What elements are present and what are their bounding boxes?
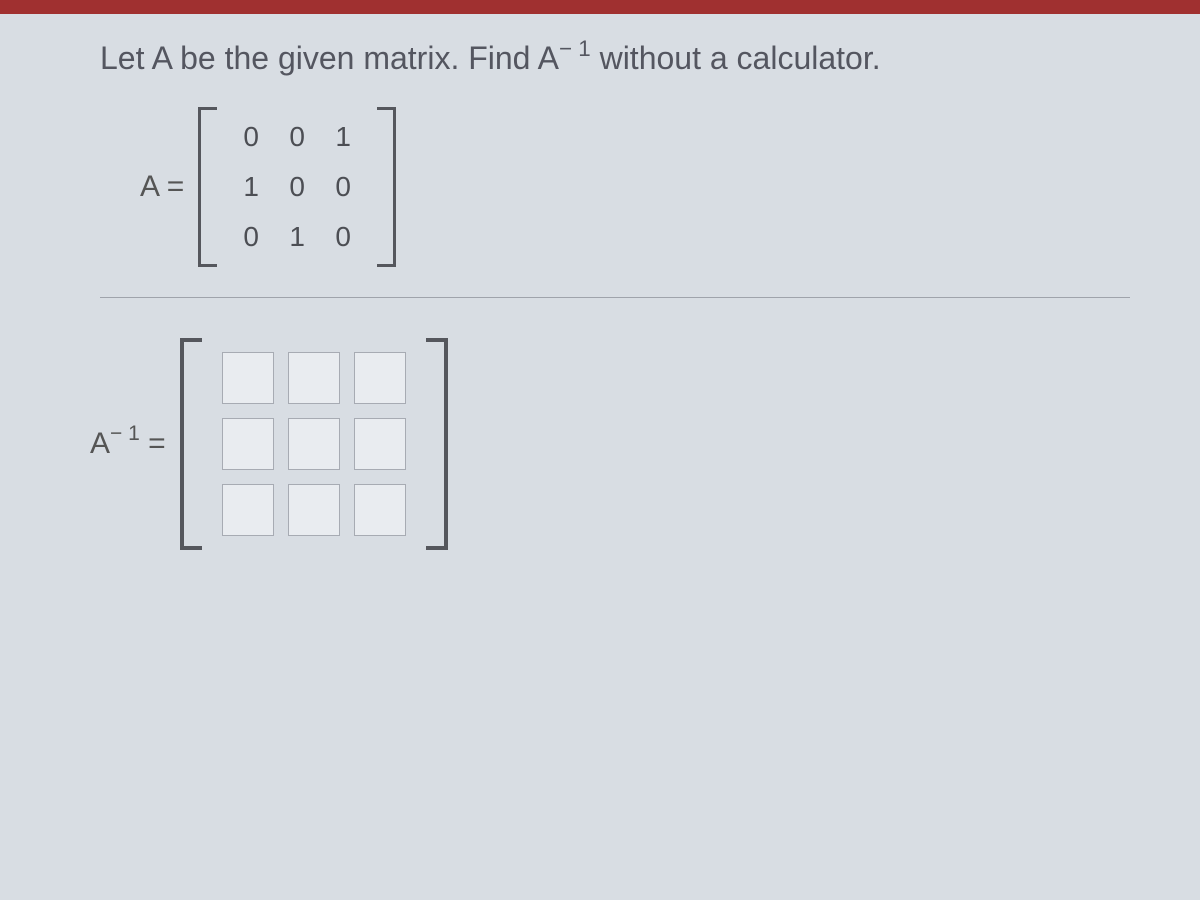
matrix-row: 0 0 1 (237, 121, 357, 153)
bracket-right-icon (426, 338, 448, 550)
answer-cell-input[interactable] (222, 352, 274, 404)
matrix-cell: 1 (329, 121, 357, 153)
answer-row (222, 352, 406, 404)
answer-cell-input[interactable] (354, 484, 406, 536)
prompt-exponent: − 1 (559, 36, 591, 61)
answer-matrix-lhs: A− 1 = (90, 427, 166, 461)
content-area: Let A be the given matrix. Find A− 1 wit… (0, 0, 1200, 550)
question-prompt: Let A be the given matrix. Find A− 1 wit… (100, 40, 1130, 77)
answer-cell-input[interactable] (288, 352, 340, 404)
given-matrix-lhs: A = (140, 170, 184, 204)
answer-cell-input[interactable] (222, 418, 274, 470)
section-divider (100, 297, 1130, 298)
matrix-cell: 0 (283, 121, 311, 153)
answer-matrix-line: A− 1 = (90, 338, 1130, 550)
matrix-row: 1 0 0 (237, 171, 357, 203)
matrix-cell: 1 (237, 171, 265, 203)
matrix-cell: 1 (283, 221, 311, 253)
answer-cell-input[interactable] (354, 352, 406, 404)
given-matrix-body: 0 0 1 1 0 0 0 1 0 (231, 107, 363, 267)
answer-cell-input[interactable] (288, 418, 340, 470)
matrix-cell: 0 (237, 121, 265, 153)
answer-matrix-body (216, 338, 412, 550)
given-matrix-line: A = 0 0 1 1 0 0 0 1 0 (140, 107, 1130, 267)
answer-lhs-base: A (90, 427, 110, 460)
answer-lhs-eq: = (148, 427, 166, 460)
bracket-left-icon (198, 107, 217, 267)
prompt-post: without a calculator. (591, 40, 881, 76)
matrix-cell: 0 (237, 221, 265, 253)
matrix-row: 0 1 0 (237, 221, 357, 253)
bracket-right-icon (377, 107, 396, 267)
prompt-pre: Let A be the given matrix. Find A (100, 40, 559, 76)
answer-row (222, 418, 406, 470)
matrix-cell: 0 (283, 171, 311, 203)
page: Let A be the given matrix. Find A− 1 wit… (0, 0, 1200, 900)
answer-lhs-exp: − 1 (110, 422, 140, 445)
top-accent-bar (0, 0, 1200, 14)
matrix-cell: 0 (329, 221, 357, 253)
answer-row (222, 484, 406, 536)
answer-cell-input[interactable] (354, 418, 406, 470)
bracket-left-icon (180, 338, 202, 550)
matrix-cell: 0 (329, 171, 357, 203)
answer-cell-input[interactable] (222, 484, 274, 536)
answer-cell-input[interactable] (288, 484, 340, 536)
